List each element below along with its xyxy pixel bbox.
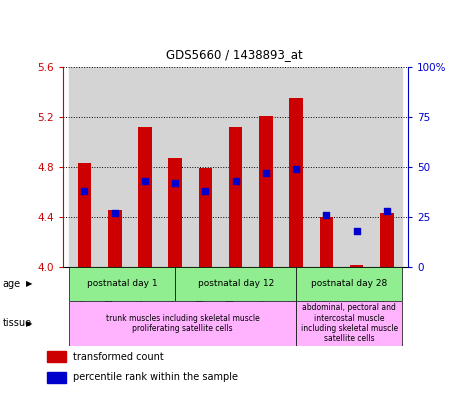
Text: postnatal day 1: postnatal day 1	[87, 279, 158, 288]
Point	[232, 178, 239, 184]
Bar	[69, 267, 175, 301]
Point	[353, 228, 360, 234]
Point	[292, 166, 300, 172]
Bar	[281, 67, 311, 267]
Bar	[251, 67, 281, 267]
Bar	[319, 217, 333, 267]
Text: percentile rank within the sample: percentile rank within the sample	[73, 373, 238, 382]
Text: trunk muscles including skeletal muscle
proliferating satellite cells: trunk muscles including skeletal muscle …	[106, 314, 260, 333]
Bar	[380, 213, 393, 267]
Text: age: age	[2, 279, 21, 289]
Point	[262, 170, 270, 176]
Bar	[296, 267, 402, 301]
Text: ▶: ▶	[26, 319, 32, 328]
Bar	[130, 67, 160, 267]
Bar	[259, 116, 272, 267]
Bar	[168, 158, 182, 267]
Bar	[199, 168, 212, 267]
Text: GDS5660 / 1438893_at: GDS5660 / 1438893_at	[166, 48, 303, 61]
Bar	[296, 301, 402, 346]
Point	[202, 188, 209, 194]
Bar	[47, 372, 66, 383]
Bar	[190, 67, 220, 267]
Bar	[99, 67, 130, 267]
Text: postnatal day 28: postnatal day 28	[311, 279, 387, 288]
Bar	[47, 351, 66, 362]
Bar	[311, 67, 341, 267]
Bar	[160, 67, 190, 267]
Text: abdominal, pectoral and
intercostal muscle
including skeletal muscle
satellite c: abdominal, pectoral and intercostal musc…	[301, 303, 398, 343]
Bar	[229, 127, 242, 267]
Point	[111, 210, 119, 216]
Bar	[69, 67, 99, 267]
Point	[383, 208, 391, 214]
Bar	[108, 209, 121, 267]
Point	[323, 212, 330, 218]
Bar	[138, 127, 152, 267]
Text: postnatal day 12: postnatal day 12	[197, 279, 274, 288]
Bar	[289, 98, 303, 267]
Bar	[69, 301, 296, 346]
Bar	[350, 265, 363, 267]
Bar	[341, 67, 372, 267]
Point	[172, 180, 179, 186]
Bar	[78, 163, 91, 267]
Point	[81, 188, 88, 194]
Text: ▶: ▶	[26, 279, 32, 288]
Point	[141, 178, 149, 184]
Text: tissue: tissue	[2, 318, 31, 328]
Bar	[175, 267, 296, 301]
Bar	[372, 67, 402, 267]
Text: transformed count: transformed count	[73, 352, 163, 362]
Bar	[220, 67, 251, 267]
